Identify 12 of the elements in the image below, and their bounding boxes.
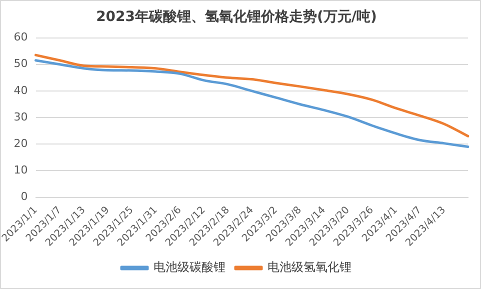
chart-title: 2023年碳酸锂、氢氧化锂价格走势(万元/吨)	[96, 9, 377, 26]
y-tick-label: 40	[14, 84, 28, 97]
y-tick-label: 60	[14, 30, 28, 44]
legend-label: 电池级氢氧化锂	[268, 260, 352, 274]
legend-label: 电池级碳酸锂	[154, 260, 226, 274]
y-tick-label: 20	[14, 136, 28, 150]
line-series	[34, 54, 470, 138]
y-tick-label: 0	[20, 190, 28, 204]
y-tick-label: 30	[14, 110, 28, 124]
y-tick-label: 50	[14, 57, 28, 70]
line-series	[34, 59, 470, 148]
y-tick-label: 10	[14, 164, 28, 177]
